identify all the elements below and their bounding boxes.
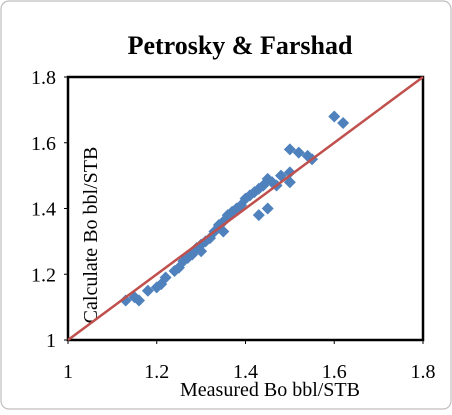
x-tick-label: 1.4 (233, 361, 258, 383)
scatter-point (252, 209, 265, 222)
y-axis-label: Calculate Bo bbl/STB (80, 147, 102, 324)
x-tick-label: 1.6 (322, 361, 347, 383)
scatter-point (141, 284, 154, 297)
scatter-point (195, 245, 208, 258)
y-tick-label: 1.2 (31, 264, 56, 286)
scatter-point (292, 146, 305, 159)
scatter-point (119, 294, 132, 307)
y-tick-label: 1.6 (31, 133, 56, 155)
scatter-point (159, 271, 172, 284)
x-axis-label: Measured Bo bbl/STB (180, 379, 360, 401)
x-tick-label: 1 (63, 361, 73, 383)
x-tick-label: 1.2 (144, 361, 169, 383)
scatter-point (133, 294, 145, 307)
y-tick-label: 1.8 (31, 67, 56, 89)
scatter-point (283, 143, 296, 156)
scatter-point (328, 110, 341, 123)
x-tick-label: 1.8 (411, 361, 436, 383)
y-tick-label: 1.4 (31, 199, 56, 221)
chart-title: Petrosky & Farshad (128, 31, 353, 60)
scatter-point (261, 202, 274, 215)
scatter-point (337, 117, 350, 130)
y-tick-label: 1 (46, 330, 56, 352)
scatter-point (283, 166, 296, 179)
reference-line (67, 75, 424, 342)
